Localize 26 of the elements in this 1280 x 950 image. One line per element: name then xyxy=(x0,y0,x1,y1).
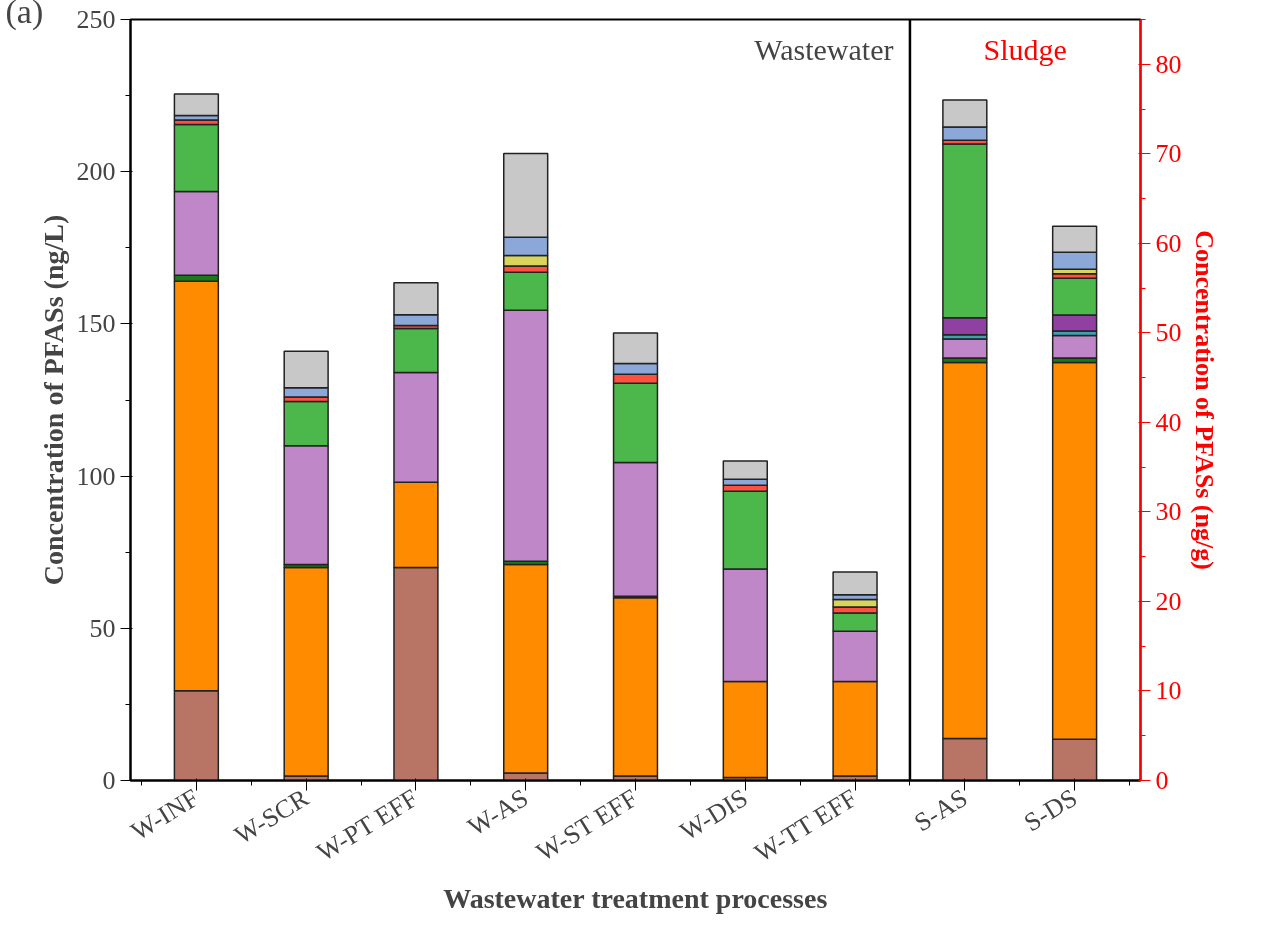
y-tick-label: 100 xyxy=(76,461,116,491)
y-tick-label: 0 xyxy=(102,766,116,795)
y2-tick-label: 50 xyxy=(1155,318,1182,348)
annotation: Wastewater xyxy=(754,33,894,67)
x-tick-label: S-DS xyxy=(1019,783,1083,838)
y2-tick-label: 60 xyxy=(1155,228,1182,258)
x-tick-label: W-PT EFF xyxy=(311,783,424,868)
x-tick-label: W-AS xyxy=(462,783,534,842)
x-axis-title: Wastewater treatment processes xyxy=(443,883,828,915)
x-tick-label: S-AS xyxy=(909,783,973,838)
y-axis-title: Concentration of PFASs (ng/L) xyxy=(37,214,69,586)
y2-tick-label: 30 xyxy=(1155,497,1182,527)
x-tick-label: W-ST EFF xyxy=(531,783,643,868)
y2-tick-label: 70 xyxy=(1155,139,1182,169)
annotation: Sludge xyxy=(983,33,1067,67)
y2-tick-label: 80 xyxy=(1155,49,1182,79)
y-tick-label: 250 xyxy=(76,5,116,34)
y-tick-label: 50 xyxy=(89,613,116,643)
y-tick-label: 150 xyxy=(76,309,116,339)
y2-axis-title: Concentration of PFASs (ng/g) xyxy=(1189,230,1219,570)
y2-tick-label: 0 xyxy=(1155,766,1169,795)
y2-tick-label: 20 xyxy=(1155,586,1182,616)
x-tick-label: W-TT EFF xyxy=(749,783,863,868)
y2-tick-label: 10 xyxy=(1155,676,1182,706)
y-tick-label: 200 xyxy=(76,157,116,187)
y2-tick-label: 40 xyxy=(1155,407,1182,437)
